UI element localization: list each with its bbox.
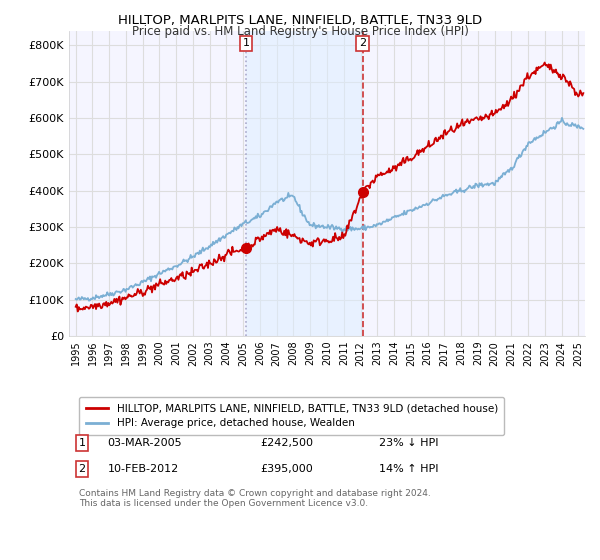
Text: 14% ↑ HPI: 14% ↑ HPI	[379, 464, 438, 474]
Legend: HILLTOP, MARLPITS LANE, NINFIELD, BATTLE, TN33 9LD (detached house), HPI: Averag: HILLTOP, MARLPITS LANE, NINFIELD, BATTLE…	[79, 397, 505, 435]
Bar	[246, 31, 362, 336]
Text: Price paid vs. HM Land Registry's House Price Index (HPI): Price paid vs. HM Land Registry's House …	[131, 25, 469, 38]
Text: 23% ↓ HPI: 23% ↓ HPI	[379, 438, 438, 448]
Text: £242,500: £242,500	[260, 438, 313, 448]
Text: Contains HM Land Registry data © Crown copyright and database right 2024.
This d: Contains HM Land Registry data © Crown c…	[79, 488, 431, 508]
Text: £395,000: £395,000	[260, 464, 313, 474]
Text: 2: 2	[79, 464, 85, 474]
Text: 03-MAR-2005: 03-MAR-2005	[108, 438, 182, 448]
Text: HILLTOP, MARLPITS LANE, NINFIELD, BATTLE, TN33 9LD: HILLTOP, MARLPITS LANE, NINFIELD, BATTLE…	[118, 14, 482, 27]
Text: 1: 1	[79, 438, 85, 448]
Text: 1: 1	[242, 39, 250, 48]
Text: 2: 2	[359, 39, 366, 48]
Text: 10-FEB-2012: 10-FEB-2012	[108, 464, 179, 474]
